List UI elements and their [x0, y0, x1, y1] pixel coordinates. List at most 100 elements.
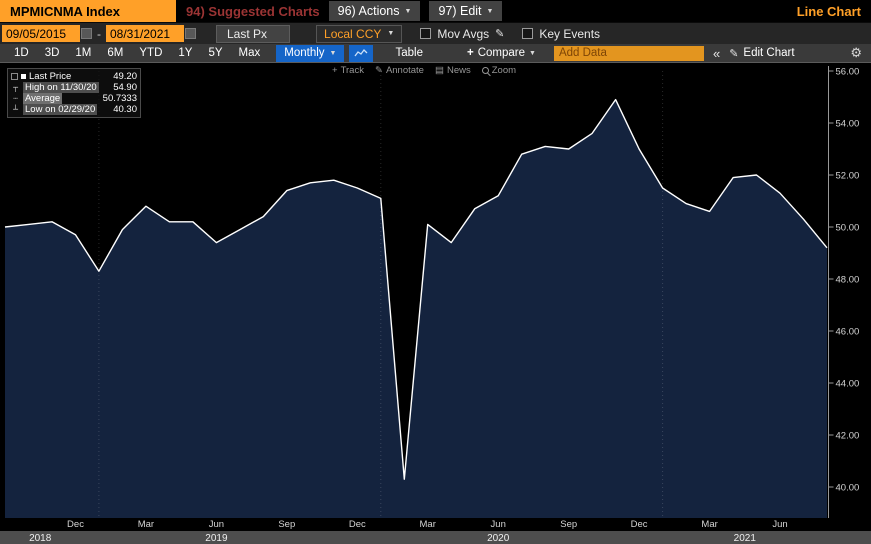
legend-label: Low on 02/29/20: [23, 104, 98, 115]
y-axis-label: 48.00: [836, 275, 860, 286]
table-button[interactable]: Table: [395, 47, 423, 59]
compare-label: Compare: [477, 47, 526, 59]
chart-canvas: 56.00 54.00 52.00 50.00 48.00 46.00 44.00 42.00…: [0, 63, 871, 544]
chart-mini-toolbar: + Track ✎ Annotate ▤ News Zoom: [332, 65, 516, 76]
legend-row-last-price: Last Price 49.20: [11, 71, 137, 82]
security-ticker-text: MPMICNMA Index: [10, 3, 121, 19]
key-events-option: Key Events: [522, 27, 600, 41]
price-chart-plot[interactable]: 56.00 54.00 52.00 50.00 48.00 46.00 44.00 42.00…: [0, 63, 871, 544]
edit-chart-label: Edit Chart: [743, 47, 795, 59]
x-axis-label: Mar: [138, 519, 154, 530]
legend-value: 40.30: [113, 104, 137, 115]
currency-label: Local CCY: [324, 26, 382, 41]
annotate-tool[interactable]: ✎ Annotate: [375, 65, 424, 76]
low-marker-icon: ┴: [13, 105, 18, 114]
track-icon: +: [332, 65, 338, 76]
legend-label: Last Price: [29, 71, 72, 82]
edit-label: 97) Edit: [438, 4, 482, 18]
period-tab-5y[interactable]: 5Y: [208, 47, 223, 59]
period-tab-1y[interactable]: 1Y: [178, 47, 193, 59]
plus-icon: +: [466, 47, 474, 59]
chart-legend[interactable]: Last Price 49.20 ┬ High on 11/30/20 54.9…: [7, 68, 141, 118]
track-tool[interactable]: + Track: [332, 65, 364, 76]
period-tab-1d[interactable]: 1D: [14, 47, 29, 59]
chevron-down-icon: ▼: [404, 7, 412, 15]
legend-row-low: ┴ Low on 02/29/20 40.30: [11, 104, 137, 115]
legend-label: Average: [23, 93, 63, 104]
x-axis-label: Jun: [209, 519, 224, 530]
y-axis-label: 54.00: [836, 119, 860, 130]
legend-value: 54.90: [113, 82, 137, 93]
y-axis-label: 42.00: [836, 431, 860, 442]
x-axis-label: Dec: [67, 519, 84, 530]
line-chart-icon: [354, 49, 368, 57]
zoom-tool[interactable]: Zoom: [481, 65, 516, 76]
mov-avgs-label: Mov Avgs: [437, 26, 490, 41]
security-ticker-field[interactable]: MPMICNMA Index: [0, 0, 176, 22]
y-axis-label: 46.00: [836, 327, 860, 338]
chevron-down-icon: ▼: [486, 7, 494, 15]
x-axis-label: Dec: [631, 519, 648, 530]
legend-label: High on 11/30/20: [23, 82, 99, 93]
x-axis-label: Dec: [349, 519, 366, 530]
pencil-icon: ✎: [374, 65, 383, 76]
calendar-icon[interactable]: [185, 28, 196, 39]
pencil-icon[interactable]: ✎: [495, 28, 505, 40]
price-field-button[interactable]: Last Px: [216, 24, 291, 43]
x-axis-label: Mar: [420, 519, 436, 530]
collapse-panel-button[interactable]: «: [712, 45, 721, 61]
edit-chart-button[interactable]: ✎ Edit Chart: [729, 47, 794, 60]
compare-dropdown[interactable]: + Compare ▼: [467, 47, 536, 59]
year-label: 2021: [734, 533, 757, 544]
chart-area-fill: [5, 99, 827, 518]
edit-menu-button[interactable]: 97) Edit ▼: [429, 1, 503, 21]
currency-dropdown[interactable]: Local CCY ▼: [316, 24, 403, 43]
suggested-charts-menu-item[interactable]: 94) Suggested Charts: [186, 3, 320, 19]
period-toolbar: 1D 3D 1M 6M YTD 1Y 5Y Max Monthly ▼ Tabl…: [0, 44, 871, 63]
controls-bar: - Last Px Local CCY ▼ Mov Avgs ✎ Key Eve…: [0, 22, 871, 44]
date-to-input[interactable]: [106, 25, 184, 42]
period-tab-6m[interactable]: 6M: [107, 47, 124, 59]
legend-row-high: ┬ High on 11/30/20 54.90: [11, 82, 137, 93]
x-axis-label: Jun: [772, 519, 787, 530]
chevron-down-icon: ▼: [329, 49, 337, 57]
mov-avgs-option: Mov Avgs ✎: [420, 27, 504, 41]
chevron-down-icon: ▼: [529, 49, 536, 57]
mov-avgs-checkbox[interactable]: [420, 28, 432, 39]
frequency-label: Monthly: [284, 47, 325, 59]
year-label: 2018: [29, 533, 52, 544]
y-axis-label: 40.00: [836, 483, 860, 494]
chevron-down-icon: ▼: [387, 30, 395, 37]
legend-row-average: ┄ Average 50.7333: [11, 93, 137, 104]
key-events-label: Key Events: [539, 26, 601, 41]
period-tab-3d[interactable]: 3D: [44, 47, 60, 59]
gear-icon[interactable]: ⚙: [850, 45, 862, 60]
period-tab-1m[interactable]: 1M: [75, 47, 92, 59]
high-marker-icon: ┬: [13, 83, 18, 92]
period-tab-ytd[interactable]: YTD: [139, 47, 163, 59]
legend-collapse-icon[interactable]: [11, 73, 18, 80]
x-axis-label: Sep: [560, 519, 577, 530]
average-marker-icon: ┄: [13, 94, 18, 103]
news-tool[interactable]: ▤ News: [435, 65, 471, 76]
price-line: [4, 98, 828, 480]
period-tab-max[interactable]: Max: [238, 47, 261, 59]
chart-type-button[interactable]: [349, 44, 374, 62]
calendar-icon[interactable]: [81, 28, 92, 39]
annotate-label: Annotate: [385, 65, 424, 76]
add-data-input[interactable]: [553, 45, 704, 61]
key-events-checkbox[interactable]: [522, 28, 534, 39]
pencil-icon: ✎: [729, 47, 739, 60]
x-axis-label: Sep: [278, 519, 295, 530]
frequency-dropdown[interactable]: Monthly ▼: [276, 44, 345, 62]
date-from-input[interactable]: [2, 25, 80, 42]
actions-menu-button[interactable]: 96) Actions ▼: [328, 1, 421, 21]
chart-view-label: Line Chart: [796, 3, 861, 19]
year-label: 2020: [487, 533, 510, 544]
date-range-separator: -: [97, 26, 101, 41]
y-axis-label: 50.00: [836, 223, 860, 234]
actions-label: 96) Actions: [337, 4, 400, 18]
year-label: 2019: [205, 533, 228, 544]
y-axis-label: 52.00: [836, 171, 860, 182]
